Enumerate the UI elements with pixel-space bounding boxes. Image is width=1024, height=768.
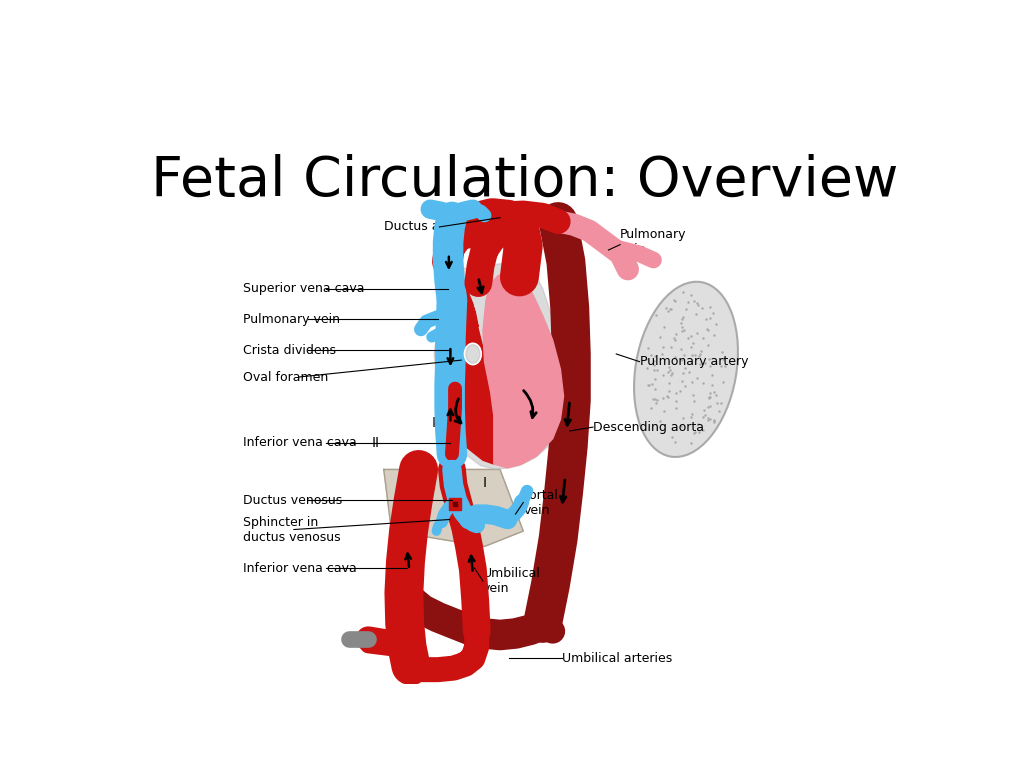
- Text: Pulmonary
vein: Pulmonary vein: [621, 228, 687, 257]
- Text: Inferior vena cava: Inferior vena cava: [243, 561, 356, 574]
- Text: Superior vena cava: Superior vena cava: [243, 282, 365, 295]
- Text: I: I: [482, 475, 486, 489]
- Text: Portal
vein: Portal vein: [523, 488, 559, 517]
- Ellipse shape: [466, 345, 480, 363]
- Text: Pulmonary vein: Pulmonary vein: [243, 313, 340, 326]
- Text: V: V: [614, 251, 624, 264]
- Text: Ductus venosus: Ductus venosus: [243, 494, 342, 507]
- Text: Inferior vena cava: Inferior vena cava: [243, 436, 356, 449]
- Text: Umbilical
vein: Umbilical vein: [483, 567, 541, 595]
- Text: Fetal Circulation: Overview: Fetal Circulation: Overview: [152, 154, 899, 208]
- Text: IV: IV: [532, 343, 546, 357]
- Polygon shape: [438, 277, 494, 464]
- Text: Sphincter in
ductus venosus: Sphincter in ductus venosus: [243, 515, 340, 544]
- Polygon shape: [454, 277, 478, 327]
- Text: II: II: [372, 435, 380, 449]
- Ellipse shape: [464, 343, 481, 365]
- Text: III: III: [432, 416, 444, 430]
- Polygon shape: [384, 469, 523, 547]
- Text: Crista dividens: Crista dividens: [243, 343, 336, 356]
- Text: Umbilical arteries: Umbilical arteries: [562, 651, 672, 664]
- Text: Pulmonary artery: Pulmonary artery: [640, 355, 748, 368]
- Text: Descending aorta: Descending aorta: [593, 421, 705, 434]
- Ellipse shape: [634, 282, 738, 457]
- Polygon shape: [434, 263, 566, 469]
- Text: Oval foramen: Oval foramen: [243, 371, 328, 383]
- Polygon shape: [483, 273, 563, 468]
- Text: Ductus arteriosus: Ductus arteriosus: [384, 220, 495, 233]
